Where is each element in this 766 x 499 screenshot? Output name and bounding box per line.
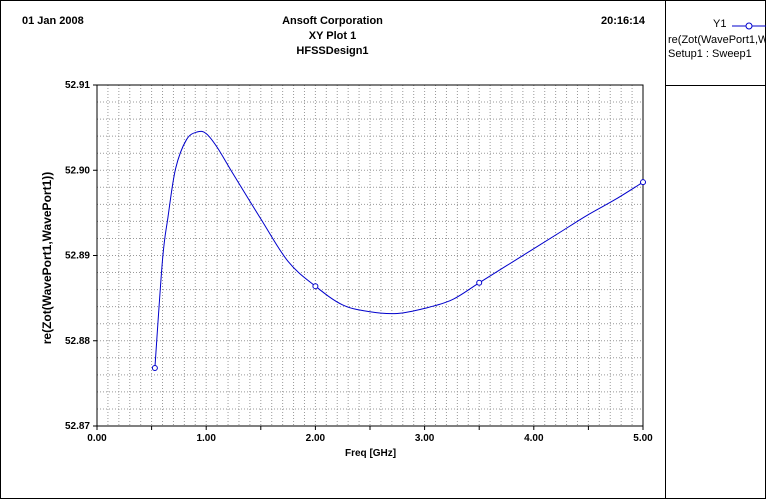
y-tick-label: 52.91	[65, 80, 90, 91]
legend-line-sample	[732, 22, 766, 30]
company-title: Ansoft Corporation	[282, 15, 383, 27]
legend-expression: re(Zot(WavePort1,WavePort1))	[668, 34, 765, 46]
legend-bottom-divider	[666, 85, 766, 86]
y-tick-label: 52.88	[65, 336, 90, 347]
x-tick-label: 4.00	[524, 433, 544, 444]
x-tick-label: 3.00	[415, 433, 435, 444]
series-marker	[151, 365, 158, 372]
x-axis-label: Freq [GHz]	[345, 448, 397, 459]
y-tick-label: 52.87	[65, 421, 90, 432]
series-marker	[640, 179, 646, 186]
legend-divider	[665, 0, 666, 499]
legend-setup: Setup1 : Sweep1	[668, 48, 752, 60]
time-label: 20:16:14	[601, 15, 646, 27]
design-title: HFSSDesign1	[296, 45, 369, 57]
date-label: 01 Jan 2008	[22, 15, 84, 27]
x-tick-label: 0.00	[87, 433, 107, 444]
series-line	[154, 130, 644, 369]
plot-title: XY Plot 1	[308, 30, 357, 42]
x-tick-label: 1.00	[196, 433, 216, 444]
x-tick-label: 2.00	[306, 433, 326, 444]
y-tick-label: 52.89	[65, 251, 90, 262]
y-tick-label: 52.90	[65, 165, 90, 176]
series-marker	[476, 279, 483, 286]
x-tick-label: 5.00	[633, 433, 653, 444]
legend-series-name[interactable]: Y1	[713, 18, 727, 30]
series-marker	[312, 283, 319, 290]
